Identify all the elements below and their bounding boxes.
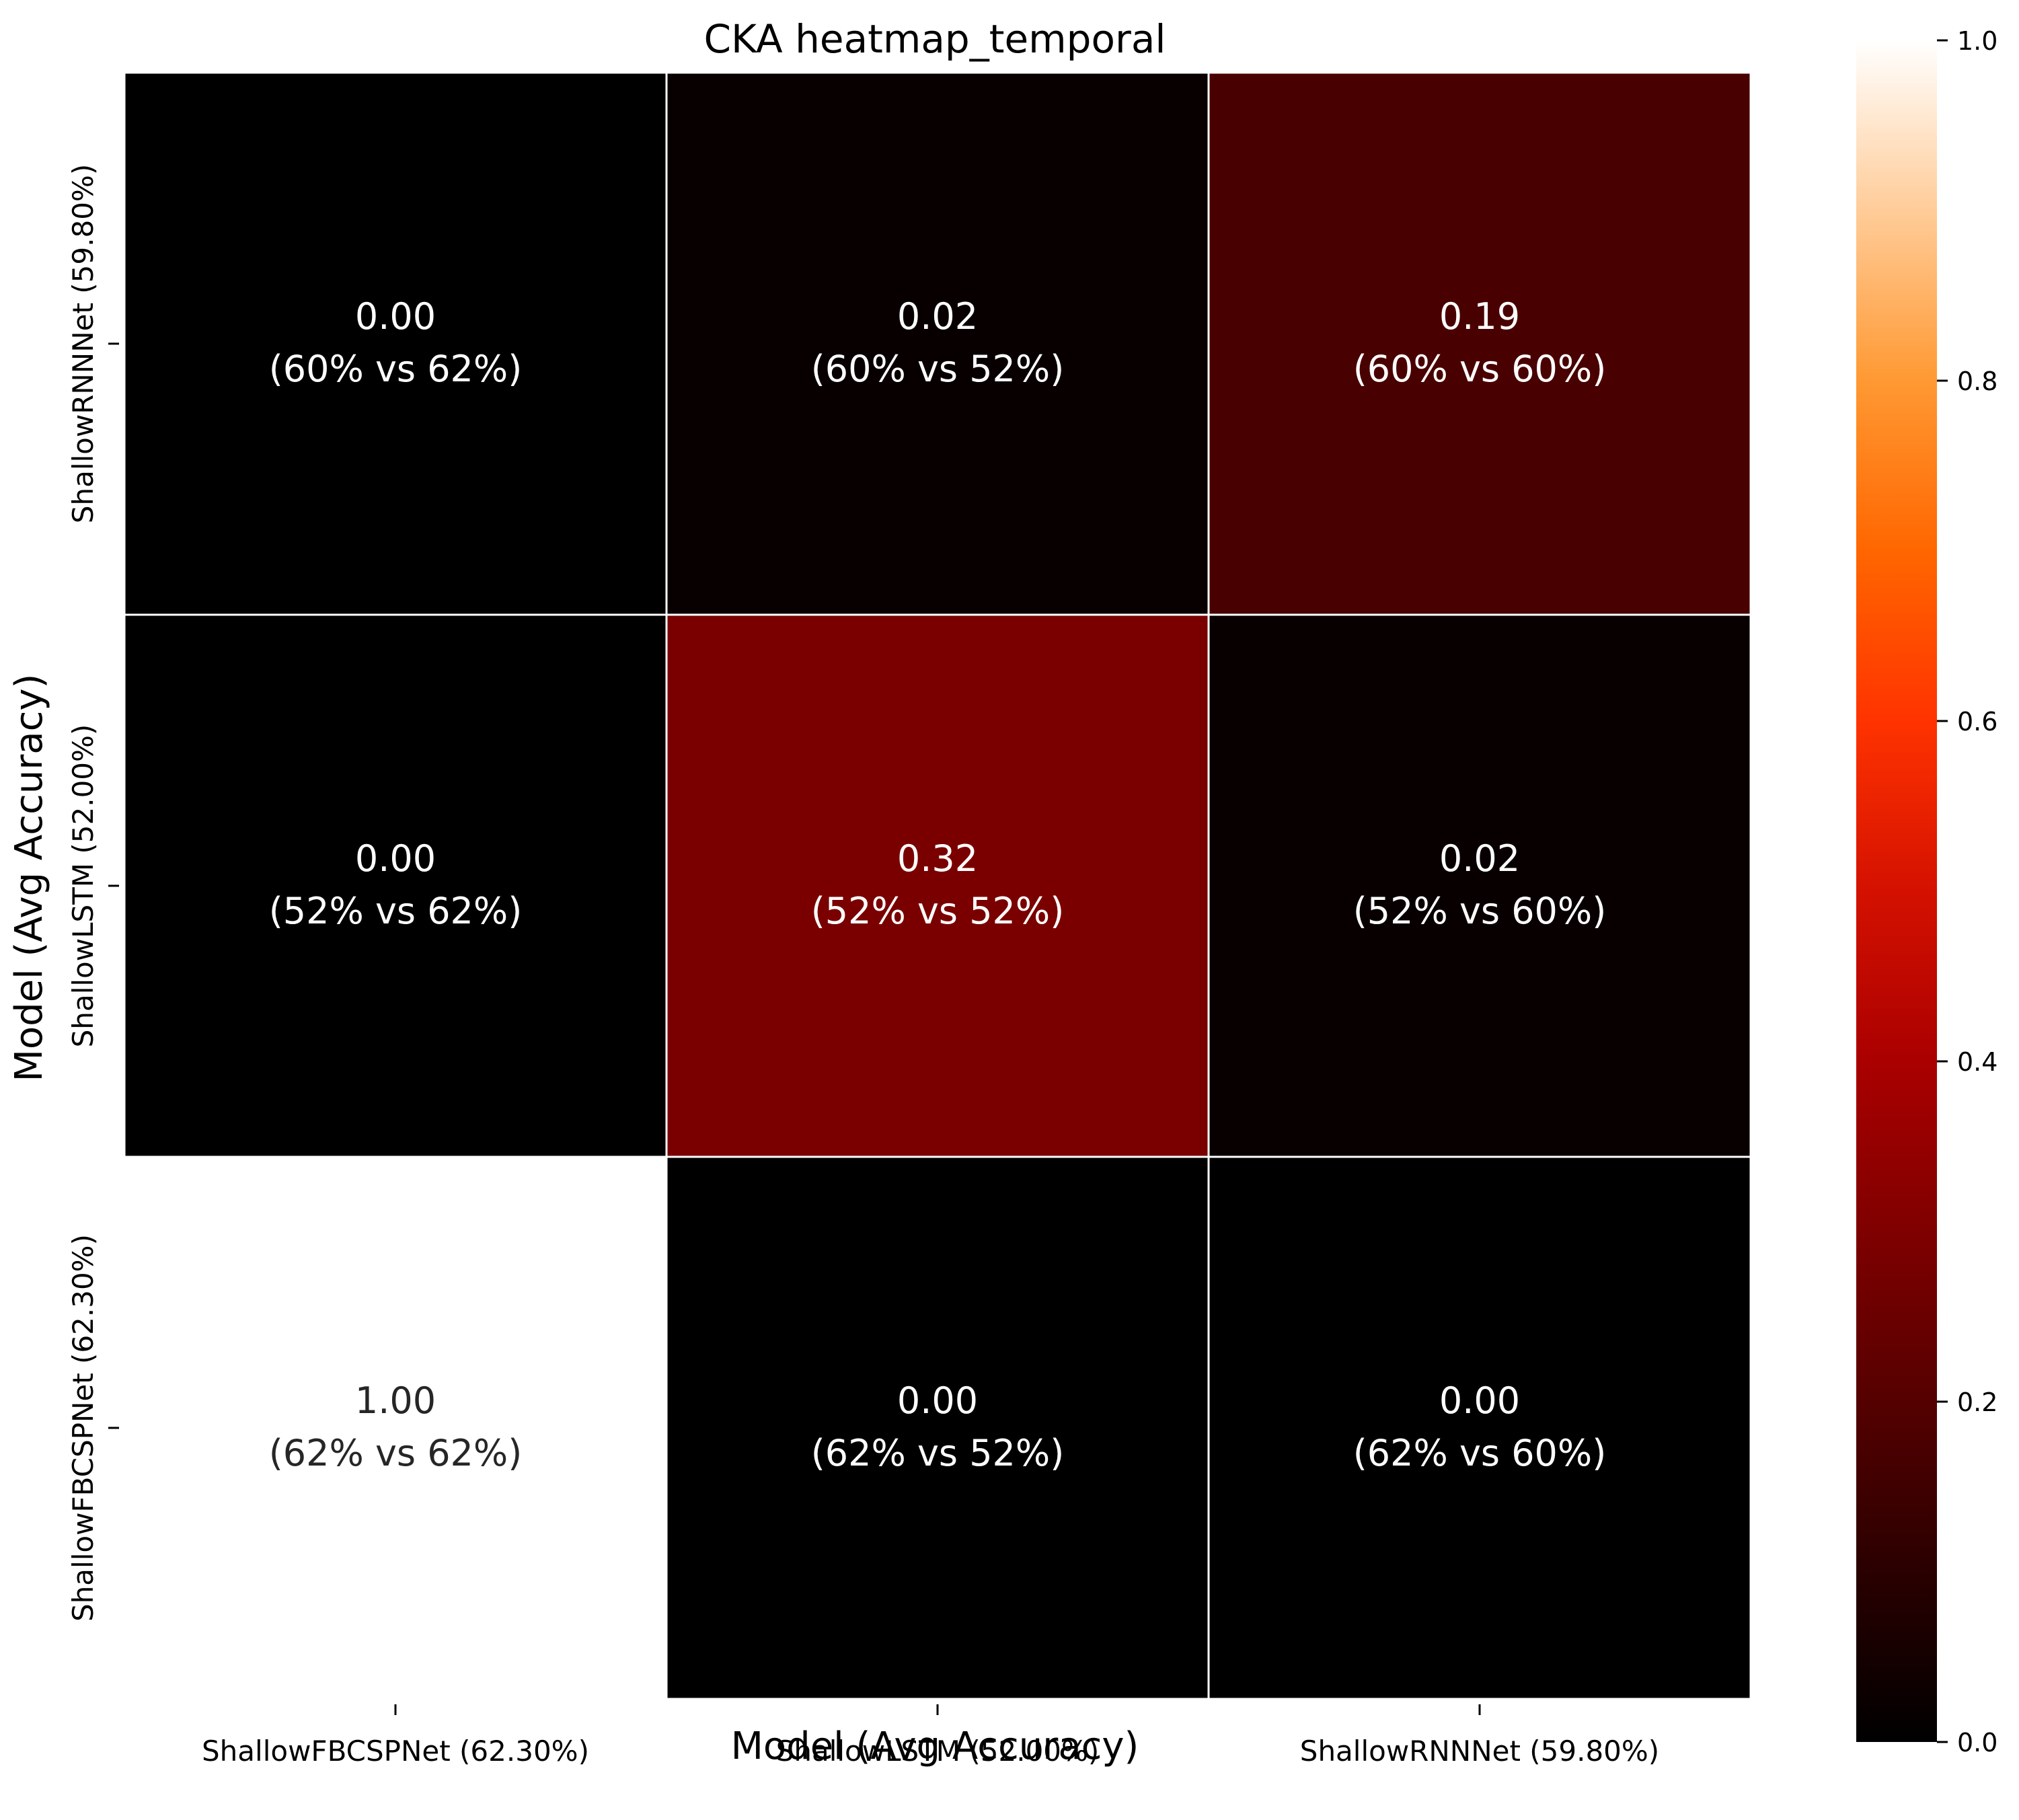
y-axis: ShallowRNNNet (59.80%) ShallowLSTM (52.00… [67, 164, 119, 1622]
x-tick-label: ShallowRNNNet (59.80%) [1300, 1735, 1659, 1768]
cell-annotation: 0.19 (60% vs 60%) [1353, 295, 1607, 390]
colorbar-tick-label: 0.2 [1957, 1388, 1997, 1417]
heatmap-cell [1207, 1155, 1752, 1700]
colorbar-ticks: 0.0 0.2 0.4 0.6 0.8 1.0 [1937, 26, 1997, 1757]
x-axis: ShallowFBCSPNet (62.30%) ShallowLSTM (52.… [202, 1704, 1659, 1768]
heatmap-cell [123, 71, 668, 616]
y-axis-label: Model (Avg Accuracy) [7, 674, 51, 1082]
heatmap-cell [665, 71, 1210, 616]
colorbar-tick-label: 0.6 [1957, 707, 1997, 736]
heatmap-cell [123, 613, 668, 1158]
colorbar-tick-label: 1.0 [1957, 26, 1997, 56]
heatmap-cell [1207, 613, 1752, 1158]
cell-annotation: 0.00 (60% vs 62%) [269, 295, 523, 390]
y-tick-label: ShallowLSTM (52.00%) [67, 724, 100, 1048]
cell-annotation: 0.00 (62% vs 60%) [1353, 1379, 1607, 1474]
heatmap-cell [665, 1155, 1210, 1700]
heatmap-cell [1207, 71, 1752, 616]
colorbar-tick-label: 0.8 [1957, 367, 1997, 396]
x-axis-label: Model (Avg Accuracy) [731, 1724, 1139, 1768]
cell-annotations: 0.00 (60% vs 62%) 0.02 (60% vs 52%) 0.19 (60%… [269, 295, 1607, 1474]
heatmap-cells [123, 71, 1752, 1700]
heatmap-cell [123, 1155, 668, 1700]
x-tick-label: ShallowFBCSPNet (62.30%) [202, 1735, 589, 1768]
colorbar-tick-label: 0.0 [1957, 1728, 1997, 1757]
cell-annotation: 1.00 (62% vs 62%) [269, 1379, 523, 1474]
cell-annotation: 0.02 (60% vs 52%) [811, 295, 1065, 390]
x-tick-label: ShallowLSTM (52.00%) [776, 1735, 1100, 1768]
colorbar-tick-label: 0.4 [1957, 1047, 1997, 1077]
cell-annotation: 0.32 (52% vs 52%) [811, 837, 1065, 932]
cell-annotation: 0.00 (62% vs 52%) [811, 1379, 1065, 1474]
y-tick-label: ShallowRNNNet (59.80%) [67, 164, 100, 523]
cell-annotation: 0.00 (52% vs 62%) [269, 837, 523, 932]
chart-title: CKA heatmap_temporal [704, 16, 1166, 62]
y-tick-label: ShallowFBCSPNet (62.30%) [67, 1234, 100, 1622]
heatmap-cell [665, 613, 1210, 1158]
colorbar [1856, 40, 1937, 1742]
cell-annotation: 0.02 (52% vs 60%) [1353, 837, 1607, 932]
